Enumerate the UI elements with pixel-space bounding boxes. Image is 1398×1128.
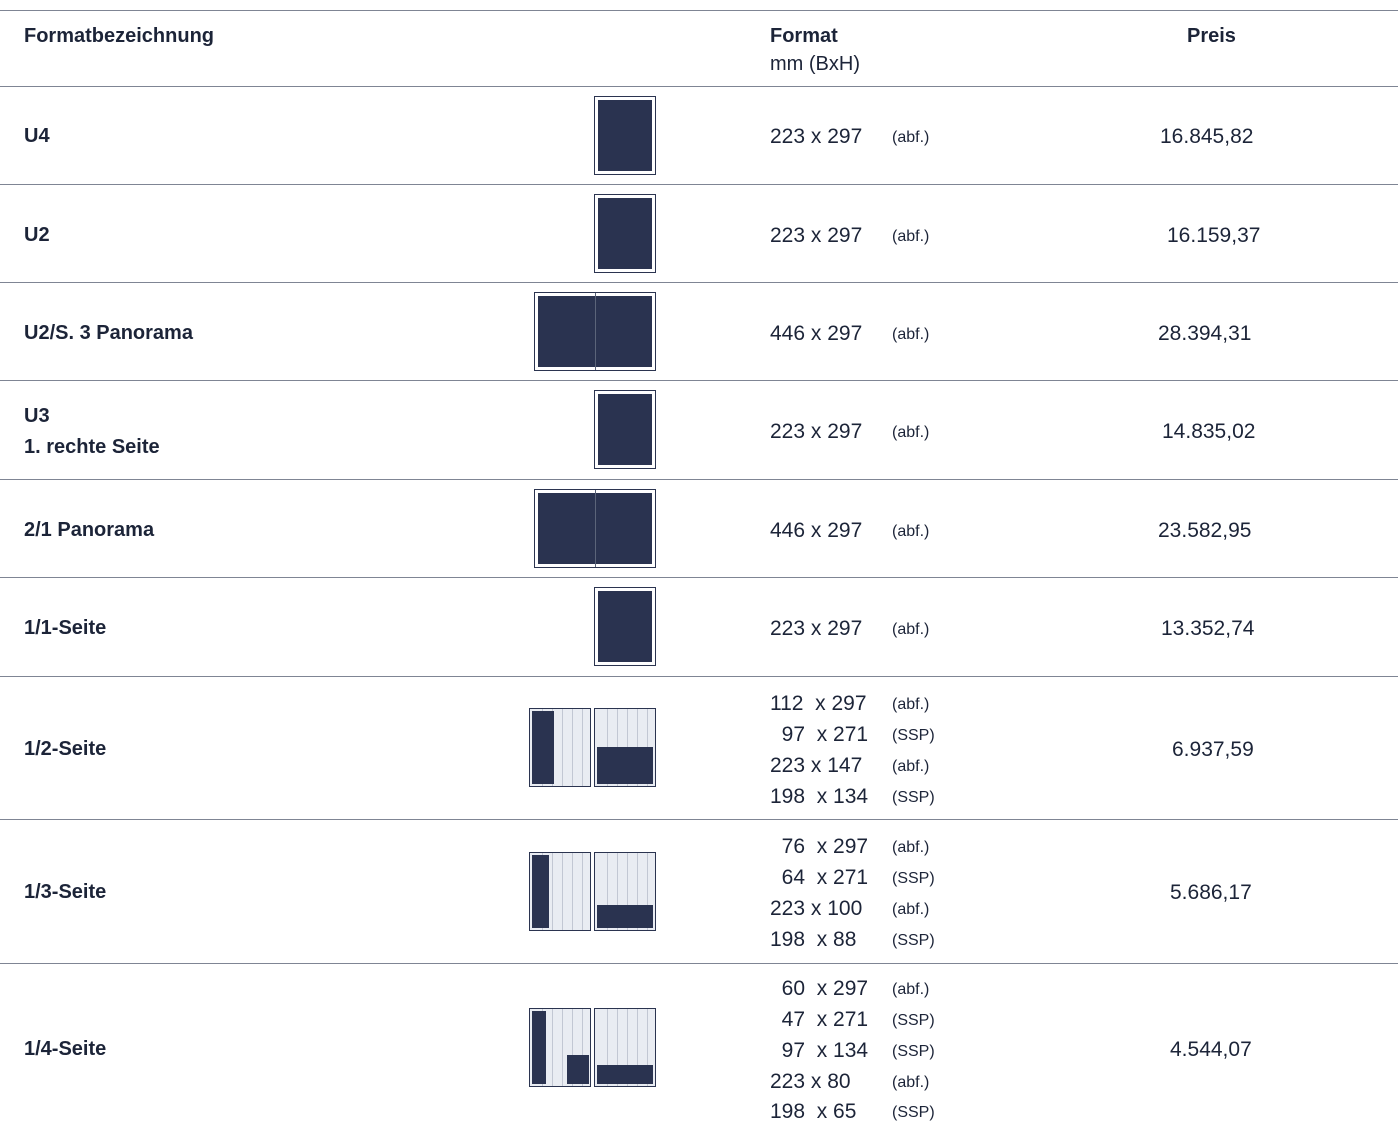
format-dimensions: 60 x 297 bbox=[770, 977, 869, 1000]
row-divider bbox=[0, 963, 1398, 964]
format-dimensions: 223 x 80 bbox=[770, 1070, 851, 1093]
format-dimensions: 446 x 297 bbox=[770, 322, 863, 345]
format-type: (SSP) bbox=[892, 727, 935, 744]
format-type: (SSP) bbox=[892, 1043, 935, 1060]
single-page-full-icon bbox=[594, 587, 656, 666]
price-value: 4.544,07 bbox=[1170, 1038, 1252, 1061]
format-type: (abf.) bbox=[892, 981, 930, 998]
format-dimensions: 223 x 100 bbox=[770, 897, 863, 920]
header-format-unit: mm (BxH) bbox=[770, 53, 860, 75]
format-dimensions: 223 x 297 bbox=[770, 420, 863, 443]
row-divider bbox=[0, 380, 1398, 381]
format-type: (abf.) bbox=[892, 228, 930, 245]
header-format: Format bbox=[770, 25, 838, 47]
format-name: U2/S. 3 Panorama bbox=[24, 322, 193, 344]
panorama-spread-icon bbox=[534, 489, 656, 568]
format-type: (abf.) bbox=[892, 1074, 930, 1091]
format-type: (SSP) bbox=[892, 789, 935, 806]
format-type: (abf.) bbox=[892, 424, 930, 441]
format-dimensions: 47 x 271 bbox=[770, 1008, 869, 1031]
format-name: 1/2-Seite bbox=[24, 738, 107, 760]
format-name: 1/1-Seite bbox=[24, 617, 107, 639]
format-dimensions: 446 x 297 bbox=[770, 519, 863, 542]
price-value: 6.937,59 bbox=[1172, 738, 1254, 761]
price-value: 14.835,02 bbox=[1162, 420, 1256, 443]
format-name: 1/4-Seite bbox=[24, 1038, 107, 1060]
format-name: U2 bbox=[24, 224, 50, 246]
format-type: (abf.) bbox=[892, 696, 930, 713]
format-dimensions: 223 x 297 bbox=[770, 224, 863, 247]
format-name: U4 bbox=[24, 125, 50, 147]
format-type: (abf.) bbox=[892, 901, 930, 918]
format-dimensions: 97 x 271 bbox=[770, 723, 869, 746]
format-dimensions: 223 x 297 bbox=[770, 125, 863, 148]
format-name: 2/1 Panorama bbox=[24, 519, 155, 541]
format-type: (abf.) bbox=[892, 523, 930, 540]
format-name: 1/3-Seite bbox=[24, 881, 107, 903]
format-type: (SSP) bbox=[892, 870, 935, 887]
single-page-full-icon bbox=[594, 194, 656, 273]
price-value: 16.845,82 bbox=[1160, 125, 1254, 148]
format-dimensions: 76 x 297 bbox=[770, 835, 869, 858]
row-divider bbox=[0, 184, 1398, 185]
row-divider bbox=[0, 577, 1398, 578]
top-rule bbox=[0, 10, 1398, 11]
format-type: (SSP) bbox=[892, 1104, 935, 1121]
price-value: 5.686,17 bbox=[1170, 881, 1252, 904]
format-type: (SSP) bbox=[892, 932, 935, 949]
format-type: (abf.) bbox=[892, 326, 930, 343]
panorama-spread-icon bbox=[534, 292, 656, 371]
format-dimensions: 112 x 297 bbox=[770, 692, 867, 715]
row-divider bbox=[0, 819, 1398, 820]
header-preis: Preis bbox=[1187, 25, 1236, 47]
format-dimensions: 223 x 147 bbox=[770, 754, 863, 777]
format-dimensions: 198 x 88 bbox=[770, 928, 857, 951]
format-dimensions: 198 x 134 bbox=[770, 785, 869, 808]
format-dimensions: 97 x 134 bbox=[770, 1039, 869, 1062]
single-page-full-icon bbox=[594, 96, 656, 175]
format-type: (abf.) bbox=[892, 129, 930, 146]
format-name: U3 bbox=[24, 405, 50, 427]
format-name-detail: 1. rechte Seite bbox=[24, 436, 160, 458]
price-value: 28.394,31 bbox=[1158, 322, 1252, 345]
format-dimensions: 64 x 271 bbox=[770, 866, 869, 889]
single-page-full-icon bbox=[594, 390, 656, 469]
format-dimensions: 223 x 297 bbox=[770, 617, 863, 640]
header-divider bbox=[0, 86, 1398, 87]
format-type: (abf.) bbox=[892, 758, 930, 775]
price-value: 23.582,95 bbox=[1158, 519, 1252, 542]
format-type: (abf.) bbox=[892, 839, 930, 856]
header-formatbezeichnung: Formatbezeichnung bbox=[24, 25, 215, 47]
format-dimensions: 198 x 65 bbox=[770, 1100, 857, 1123]
row-divider bbox=[0, 676, 1398, 677]
format-type: (SSP) bbox=[892, 1012, 935, 1029]
row-divider bbox=[0, 282, 1398, 283]
price-value: 13.352,74 bbox=[1161, 617, 1255, 640]
row-divider bbox=[0, 479, 1398, 480]
format-type: (abf.) bbox=[892, 621, 930, 638]
price-value: 16.159,37 bbox=[1167, 224, 1261, 247]
